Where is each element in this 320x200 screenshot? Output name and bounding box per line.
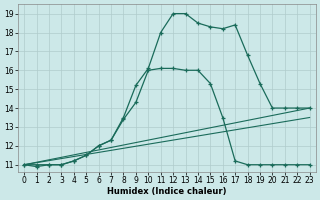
X-axis label: Humidex (Indice chaleur): Humidex (Indice chaleur) [107,187,227,196]
